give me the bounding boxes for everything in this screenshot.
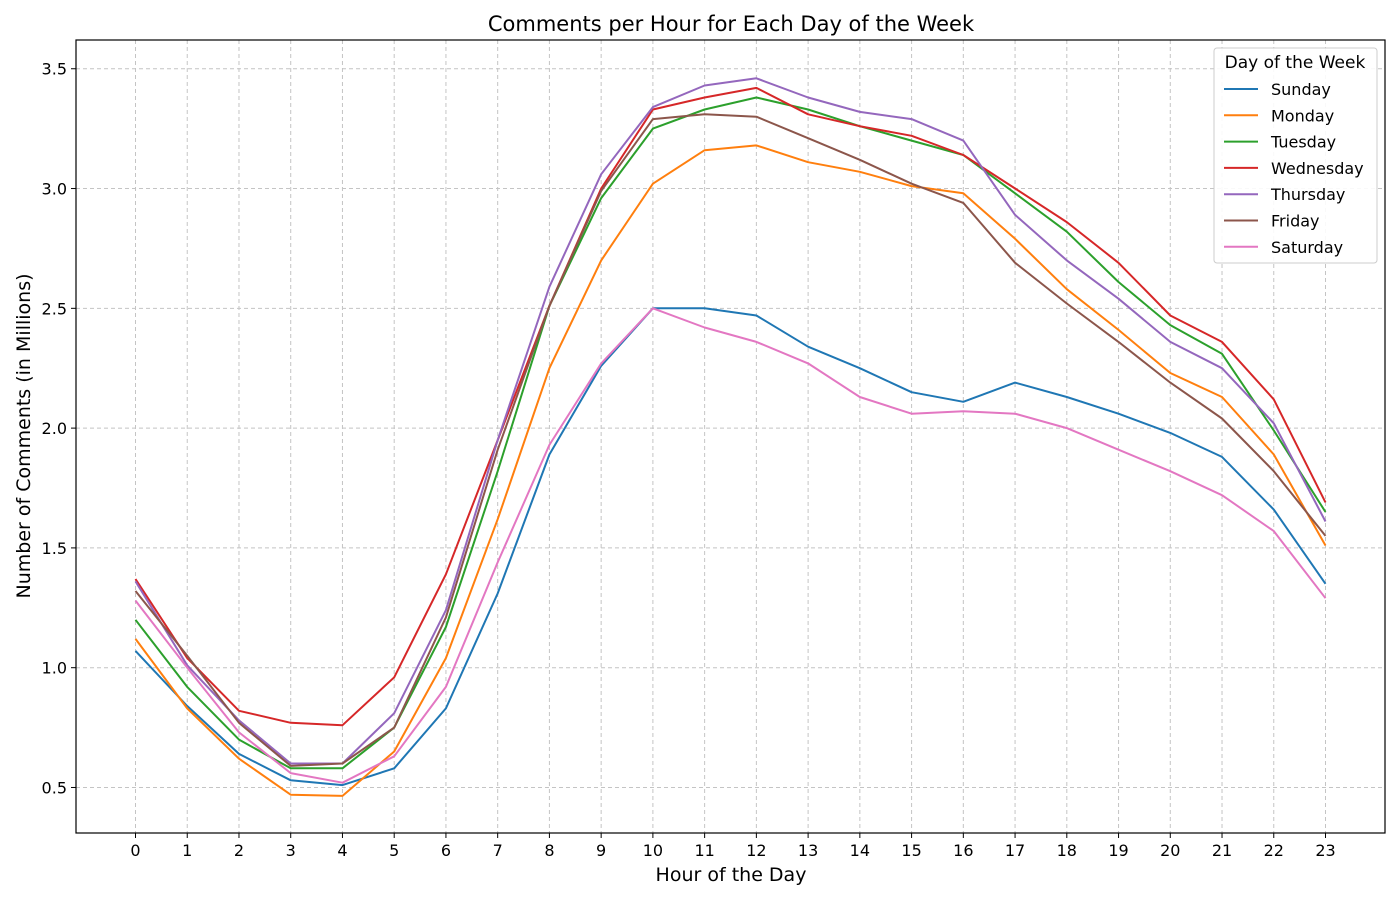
x-tick-label: 0 [130, 841, 140, 860]
x-tick-label: 17 [1005, 841, 1025, 860]
y-axis-title: Number of Comments (in Millions) [13, 273, 35, 598]
legend-entries: Sunday Monday Tuesday Wednesday Thursday Frid… [1224, 80, 1364, 257]
legend: Day of the Week Sunday Monday Tuesday Wedne… [1213, 47, 1378, 264]
x-tick-label: 19 [1108, 841, 1128, 860]
series-line-monday [134, 144, 1327, 797]
x-tick-label: 5 [389, 841, 399, 860]
legend-title: Day of the Week [1225, 53, 1366, 73]
x-tick-label: 7 [493, 841, 503, 860]
x-tick-label: 6 [441, 841, 451, 860]
y-tick-label: 0.5 [42, 778, 67, 797]
x-tick-label: 22 [1264, 841, 1284, 860]
x-tick-label: 4 [337, 841, 347, 860]
x-axis-title: Hour of the Day [656, 864, 807, 886]
y-tick-label: 2.0 [42, 419, 67, 438]
series-line-friday [134, 113, 1327, 767]
series-line-tuesday [134, 96, 1327, 770]
plot-frame [75, 39, 1386, 834]
x-tick-label: 21 [1212, 841, 1232, 860]
x-tick-label: 8 [544, 841, 554, 860]
x-tick-label: 15 [901, 841, 921, 860]
x-axis-ticks: 0 1 2 3 4 5 6 7 8 9 10 11 12 13 14 15 16 17 18 19 20 21 22 23 [130, 833, 1336, 860]
x-tick-label: 3 [286, 841, 296, 860]
series-lines [134, 77, 1327, 797]
grid [76, 40, 1385, 833]
x-tick-label: 1 [182, 841, 192, 860]
series-line-saturday [134, 307, 1327, 784]
legend-label-sunday: Sunday [1271, 80, 1331, 99]
x-tick-label: 11 [694, 841, 714, 860]
legend-box [1213, 47, 1378, 264]
x-tick-label: 13 [798, 841, 818, 860]
y-tick-label: 3.5 [42, 60, 67, 79]
y-tick-label: 1.5 [42, 539, 67, 558]
legend-label-tuesday: Tuesday [1270, 133, 1336, 152]
series-line-wednesday [134, 86, 1327, 727]
x-tick-label: 16 [953, 841, 973, 860]
y-tick-label: 2.5 [42, 299, 67, 318]
legend-label-wednesday: Wednesday [1271, 159, 1364, 178]
x-tick-label: 12 [746, 841, 766, 860]
legend-label-thursday: Thursday [1270, 185, 1345, 204]
x-tick-label: 2 [234, 841, 244, 860]
chart-title: Comments per Hour for Each Day of the We… [488, 12, 975, 36]
x-tick-label: 9 [596, 841, 606, 860]
legend-label-monday: Monday [1271, 106, 1334, 125]
x-tick-label: 18 [1057, 841, 1077, 860]
legend-label-saturday: Saturday [1271, 238, 1343, 257]
y-axis-ticks: 0.5 1.0 1.5 2.0 2.5 3.0 3.5 [42, 60, 76, 797]
x-tick-label: 10 [643, 841, 663, 860]
y-tick-label: 1.0 [42, 659, 67, 678]
x-tick-label: 14 [850, 841, 870, 860]
legend-label-friday: Friday [1271, 212, 1320, 231]
y-tick-label: 3.0 [42, 180, 67, 199]
x-tick-label: 20 [1160, 841, 1180, 860]
series-line-sunday [134, 307, 1327, 787]
x-tick-label: 23 [1315, 841, 1335, 860]
